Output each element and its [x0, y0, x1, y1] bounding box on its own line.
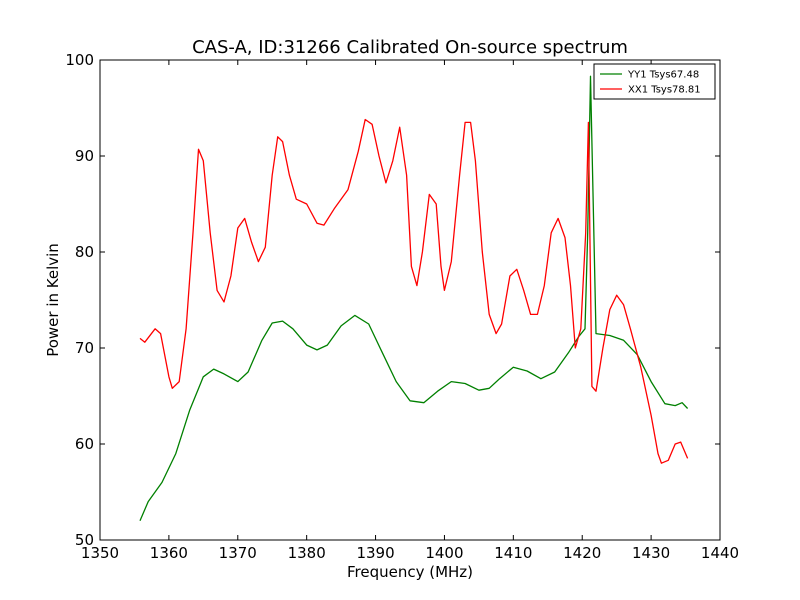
x-tick-label: 1420	[563, 544, 601, 562]
x-tick-label: 1380	[288, 544, 326, 562]
x-tick-label: 1400	[425, 544, 463, 562]
legend-box	[593, 63, 716, 100]
x-tick-label: 1390	[356, 544, 394, 562]
y-axis-label: Power in Kelvin	[44, 243, 62, 357]
x-tick-label: 1430	[632, 544, 670, 562]
chart-title: CAS-A, ID:31266 Calibrated On-source spe…	[192, 37, 628, 58]
x-tick-label: 1440	[701, 544, 739, 562]
series-line-xx1	[139, 118, 689, 464]
x-tick-label: 1410	[494, 544, 532, 562]
y-tick-label: 50	[75, 531, 94, 549]
y-tick-label: 90	[75, 147, 94, 165]
legend-label-yy1: YY1 Tsys67.48	[627, 70, 699, 81]
series-line-yy1	[139, 75, 689, 522]
legend: YY1 Tsys67.48 XX1 Tsys78.81	[593, 63, 716, 100]
y-tick-label: 60	[75, 435, 94, 453]
plot-frame	[99, 59, 721, 541]
x-tick-label: 1360	[150, 544, 188, 562]
y-tick-label: 80	[75, 243, 94, 261]
x-tick-label: 1370	[219, 544, 257, 562]
axis-ticks: 1350 1360 1370 1380 1390 1400 1410 1420 1430 1440…	[65, 51, 739, 562]
legend-label-xx1: XX1 Tsys78.81	[628, 85, 701, 96]
x-tick-label: 1350	[81, 544, 119, 562]
y-tick-label: 100	[65, 51, 94, 69]
plot-lines	[139, 75, 689, 522]
x-axis-label: Frequency (MHz)	[347, 563, 473, 581]
y-tick-label: 70	[75, 339, 94, 357]
